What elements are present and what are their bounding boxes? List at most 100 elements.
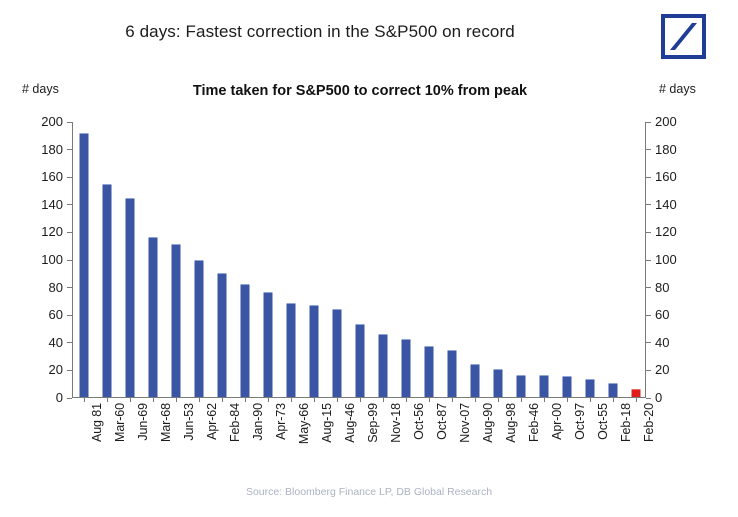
y-axis-label-left: 200 [41, 114, 63, 129]
x-axis-label-slot: Apr-73 [256, 400, 288, 480]
y-axis-tick-left [67, 176, 72, 178]
bar-slot [303, 122, 326, 402]
x-axis-tick [84, 397, 86, 402]
x-axis-tick [589, 397, 591, 402]
bar-slot [326, 122, 349, 402]
y-axis-label-left: 0 [55, 390, 63, 405]
x-axis-label-slot: Apr-00 [531, 400, 564, 480]
y-axis-tick-right [646, 176, 651, 178]
x-axis-tick [428, 397, 430, 402]
y-axis-tick-right [646, 397, 651, 399]
y-axis-tick-right [646, 149, 651, 151]
x-axis-label-slot: Apr-62 [187, 400, 219, 480]
x-axis-label-slot: Aug-90 [462, 400, 495, 480]
y-axis-tick-right [646, 369, 651, 371]
bar-slot [440, 122, 463, 402]
bar [102, 184, 112, 397]
y-axis-label-right: 100 [655, 252, 677, 267]
bar [286, 303, 296, 397]
y-axis-label-right: 20 [655, 362, 670, 378]
x-axis-tick [107, 397, 109, 402]
bar-slot [394, 122, 417, 402]
x-axis-tick [474, 397, 476, 402]
bar [332, 308, 342, 397]
bar [355, 323, 365, 397]
x-axis-label-slot: Feb-20 [623, 400, 656, 480]
x-axis-label-slot: Mar-60 [95, 400, 127, 480]
bar [447, 350, 457, 397]
x-axis-tick [153, 397, 155, 402]
y-axis-tick-left [67, 369, 72, 371]
bar-slot [463, 122, 486, 402]
bar [470, 363, 480, 397]
x-axis-label-slot: Aug-46 [325, 400, 357, 480]
x-axis-tick [130, 397, 132, 402]
bar [424, 345, 434, 397]
bar [309, 304, 319, 397]
y-axis-tick-left [67, 314, 72, 316]
y-axis-tick-right [646, 121, 651, 123]
deutsche-bank-logo [661, 14, 706, 59]
bar [240, 283, 250, 397]
y-axis-label-right: 60 [655, 307, 670, 323]
x-axis-label-slot: Aug-15 [302, 400, 334, 480]
bar-slot [601, 122, 624, 402]
y-axis-left-spine [72, 122, 73, 398]
x-axis-tick [635, 397, 637, 402]
chart-title: Time taken for S&P500 to correct 10% fro… [192, 83, 528, 99]
y-axis-label-left: 120 [41, 224, 63, 240]
x-axis-label-slot: Jun-53 [164, 400, 196, 480]
y-axis-tick-left [67, 259, 72, 261]
x-axis-label-slot: Oct-56 [393, 400, 426, 480]
y-axis-right-spine [645, 122, 646, 398]
bar [263, 292, 273, 397]
x-axis-tick [566, 397, 568, 402]
x-axis-tick [337, 397, 339, 402]
bar-slot [73, 122, 96, 402]
y-axis-tick-left [67, 121, 72, 123]
x-axis-label-slot: Jun-69 [118, 400, 150, 480]
y-axis-label-right: 80 [655, 279, 670, 295]
x-axis-label-slot: Oct-87 [416, 400, 449, 480]
y-axis-label-right: 160 [655, 169, 677, 185]
x-axis-tick [314, 397, 316, 402]
y-axis-label-left: 80 [48, 279, 63, 295]
x-axis-label-slot: Feb-84 [210, 400, 242, 480]
x-axis-label-slot: Aug-98 [485, 400, 518, 480]
bar [562, 376, 572, 397]
bar-slot [234, 122, 257, 402]
x-axis-tick [359, 397, 361, 402]
y-axis-label-right: 120 [655, 224, 677, 240]
x-axis-label-slot: May-66 [279, 400, 311, 480]
bar-slot [417, 122, 440, 402]
bar [148, 236, 158, 397]
x-axis-label-slot: Aug 81 [72, 400, 104, 480]
x-axis-tick [176, 397, 178, 402]
y-axis-label-left: 180 [41, 141, 63, 157]
y-axis-label-left: 20 [48, 362, 63, 378]
y-axis-label-left: 160 [41, 169, 63, 185]
bar [125, 198, 135, 397]
bar-slot [211, 122, 234, 402]
page-title: 6 days: Fastest correction in the S&P500… [125, 22, 515, 41]
bar [217, 272, 227, 397]
x-axis-label-slot: Oct-55 [577, 400, 610, 480]
bar-slot [96, 122, 119, 402]
x-axis-tick [382, 397, 384, 402]
x-axis-label: Feb-20 [641, 403, 656, 443]
bar-slot [555, 122, 578, 402]
x-axis-tick [268, 397, 270, 402]
x-axis-tick [612, 397, 614, 402]
bar-slot [188, 122, 211, 402]
y-axis-tick-left [67, 287, 72, 289]
y-axis-tick-right [646, 342, 651, 344]
bar [493, 369, 503, 397]
y-axis-label-left: 100 [41, 252, 63, 267]
y-axis-tick-left [67, 204, 72, 206]
bar [194, 260, 204, 397]
y-axis-tick-right [646, 259, 651, 261]
y-axis-label-left: 140 [41, 196, 63, 212]
y-axis-label-right: 40 [655, 334, 670, 350]
bar-slot [119, 122, 142, 402]
